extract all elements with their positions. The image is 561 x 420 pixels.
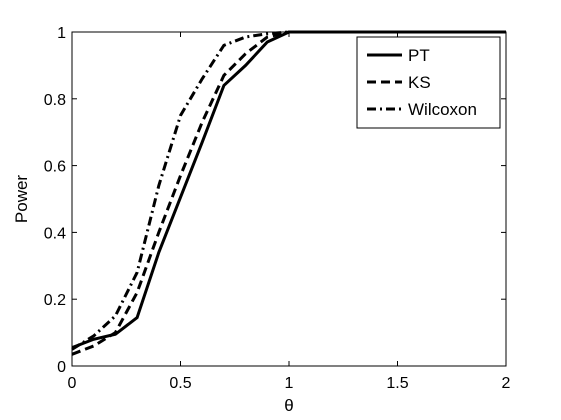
x-tick-label: 0.5 xyxy=(169,375,191,392)
series-line-wilcoxon xyxy=(71,30,506,351)
tick-labels: 0 0.5 1 1.5 2 0 0.2 0.4 0.6 0.8 1 xyxy=(44,25,511,392)
y-tick-label: 0.6 xyxy=(44,159,66,176)
y-tick-label: 1 xyxy=(57,25,66,42)
y-tick-label: 0.8 xyxy=(44,92,66,109)
x-axis-label: θ xyxy=(284,396,293,415)
legend-label-pt: PT xyxy=(408,46,430,65)
y-axis-label: Power xyxy=(12,175,31,224)
legend-label-wilcoxon: Wilcoxon xyxy=(408,100,477,119)
y-tick-label: 0 xyxy=(57,359,66,376)
legend-box xyxy=(356,36,501,129)
legend: PT KS Wilcoxon xyxy=(356,36,501,129)
x-tick-label: 2 xyxy=(502,375,511,392)
y-tick-label: 0.2 xyxy=(44,292,66,309)
legend-label-ks: KS xyxy=(408,73,431,92)
axis-ticks xyxy=(71,31,507,367)
y-tick-label: 0.4 xyxy=(44,225,66,242)
x-tick-label: 0 xyxy=(68,375,77,392)
x-tick-label: 1 xyxy=(285,375,294,392)
x-tick-label: 1.5 xyxy=(386,375,408,392)
